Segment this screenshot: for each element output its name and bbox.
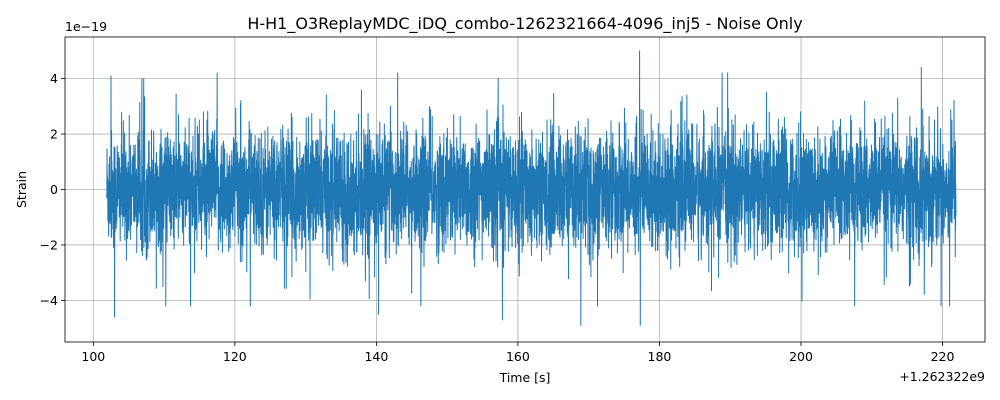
x-tick-label: 100: [81, 349, 105, 364]
x-tick-label: 160: [506, 349, 530, 364]
y-tick-label: 0: [50, 182, 58, 197]
y-axis-label: Strain: [14, 171, 29, 208]
x-axis-offset-label: +1.262322e9: [899, 369, 985, 384]
series-line: [106, 50, 957, 326]
series-strain-line: [106, 50, 957, 326]
x-axis-label: Time [s]: [499, 370, 551, 385]
x-tick-label: 220: [931, 349, 955, 364]
x-tick-label: 180: [648, 349, 672, 364]
x-tick-label: 120: [223, 349, 247, 364]
y-tick-label: −2: [40, 237, 58, 252]
x-axis: 100 120 140 160 180 200 220: [81, 342, 955, 364]
y-axis: −4 −2 0 2 4: [40, 71, 65, 308]
y-axis-scale-label: 1e−19: [65, 19, 107, 34]
x-tick-label: 140: [364, 349, 388, 364]
x-tick-label: 200: [789, 349, 813, 364]
chart-title: H-H1_O3ReplayMDC_iDQ_combo-1262321664-40…: [247, 14, 802, 34]
y-tick-label: 4: [50, 71, 58, 86]
y-tick-label: 2: [50, 127, 58, 142]
y-tick-label: −4: [40, 293, 58, 308]
